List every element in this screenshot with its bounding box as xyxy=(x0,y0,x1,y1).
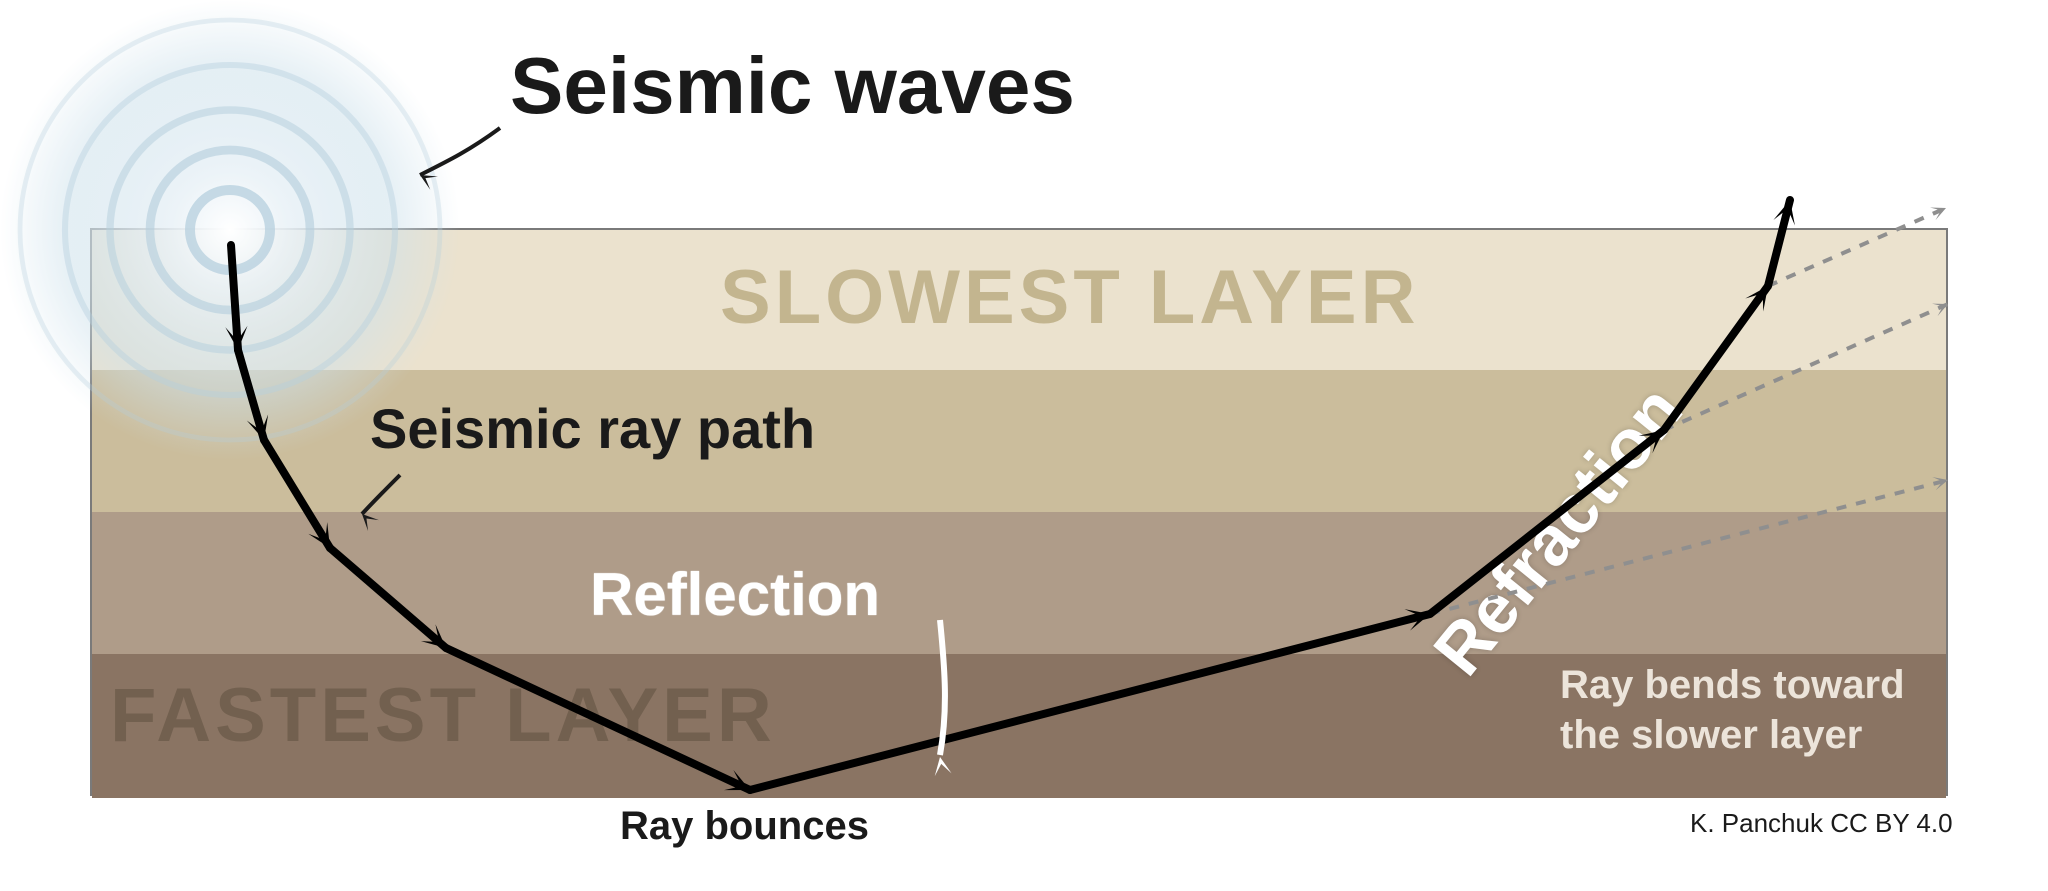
label-ray-bounces: Ray bounces xyxy=(620,804,869,849)
bend-note-line1: Ray bends toward xyxy=(1560,663,1905,707)
credit-text: K. Panchuk CC BY 4.0 xyxy=(1690,808,1953,839)
label-slowest: SLOWEST LAYER xyxy=(720,254,1419,341)
label-ray-bends: Ray bends toward the slower layer xyxy=(1560,660,1905,760)
label-ray-path: Seismic ray path xyxy=(370,396,815,461)
diagram-stage: { "canvas": {"w":2048,"h":891,"bg":"#fff… xyxy=(0,0,2048,891)
layer-fast xyxy=(92,512,1946,654)
label-fastest: FASTEST LAYER xyxy=(110,672,776,759)
title-seismic-waves: Seismic waves xyxy=(510,40,1075,132)
label-reflection: Reflection xyxy=(590,560,880,629)
bend-note-line2: the slower layer xyxy=(1560,713,1862,757)
